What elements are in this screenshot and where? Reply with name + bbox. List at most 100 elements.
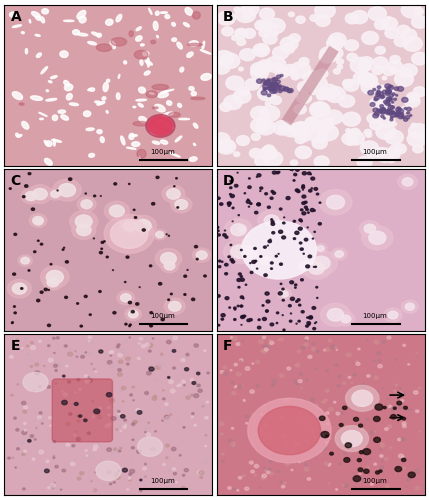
Circle shape <box>259 21 272 32</box>
Ellipse shape <box>139 156 140 158</box>
Circle shape <box>149 265 152 266</box>
Circle shape <box>306 380 308 381</box>
Circle shape <box>408 364 410 365</box>
Circle shape <box>145 464 146 465</box>
Circle shape <box>60 488 62 489</box>
Circle shape <box>333 68 340 74</box>
Circle shape <box>106 392 112 397</box>
Circle shape <box>308 324 310 325</box>
Circle shape <box>263 152 283 166</box>
Circle shape <box>378 92 384 96</box>
Circle shape <box>128 478 131 480</box>
Ellipse shape <box>86 128 94 130</box>
Circle shape <box>368 150 378 158</box>
Circle shape <box>269 84 273 88</box>
Circle shape <box>305 206 307 208</box>
Circle shape <box>393 98 396 100</box>
Circle shape <box>94 368 95 370</box>
Circle shape <box>402 422 406 425</box>
Circle shape <box>290 298 294 300</box>
Circle shape <box>231 382 234 384</box>
Circle shape <box>272 171 276 174</box>
Circle shape <box>47 386 51 388</box>
Ellipse shape <box>164 89 174 92</box>
Circle shape <box>131 310 134 313</box>
Circle shape <box>116 429 118 430</box>
Circle shape <box>316 88 331 100</box>
Circle shape <box>237 172 238 173</box>
Circle shape <box>234 309 236 310</box>
Circle shape <box>149 367 154 371</box>
Circle shape <box>76 224 91 235</box>
Circle shape <box>251 118 270 133</box>
Circle shape <box>146 433 151 436</box>
Circle shape <box>337 312 355 326</box>
Circle shape <box>88 454 93 458</box>
Circle shape <box>315 350 319 353</box>
Ellipse shape <box>139 87 145 93</box>
Circle shape <box>145 343 150 346</box>
Circle shape <box>295 284 297 286</box>
Ellipse shape <box>158 92 169 98</box>
Circle shape <box>406 478 411 482</box>
Circle shape <box>155 248 181 269</box>
Circle shape <box>234 340 236 341</box>
Circle shape <box>175 200 187 209</box>
Circle shape <box>315 2 335 18</box>
Circle shape <box>205 446 207 447</box>
Circle shape <box>207 372 209 374</box>
Ellipse shape <box>95 101 101 103</box>
Circle shape <box>172 468 176 470</box>
Circle shape <box>123 221 136 231</box>
Circle shape <box>241 316 245 318</box>
Circle shape <box>69 403 74 406</box>
Circle shape <box>34 438 36 440</box>
Circle shape <box>305 117 320 128</box>
Circle shape <box>250 262 251 264</box>
Circle shape <box>50 425 51 426</box>
Circle shape <box>407 132 427 147</box>
Circle shape <box>328 339 332 342</box>
Circle shape <box>71 462 75 466</box>
Circle shape <box>164 416 169 419</box>
Circle shape <box>110 364 115 368</box>
Circle shape <box>260 430 263 432</box>
Circle shape <box>142 344 145 348</box>
Circle shape <box>75 350 76 352</box>
Circle shape <box>299 58 309 66</box>
Circle shape <box>375 471 380 474</box>
Circle shape <box>276 172 279 174</box>
Circle shape <box>275 86 281 90</box>
Ellipse shape <box>165 14 170 18</box>
Ellipse shape <box>202 42 205 49</box>
Circle shape <box>62 249 64 250</box>
Ellipse shape <box>89 154 94 158</box>
Circle shape <box>387 60 402 72</box>
Circle shape <box>194 246 197 248</box>
Circle shape <box>181 358 185 362</box>
Circle shape <box>237 490 239 491</box>
Circle shape <box>51 190 60 198</box>
Circle shape <box>392 93 395 96</box>
Circle shape <box>150 448 155 451</box>
Circle shape <box>131 446 134 449</box>
Circle shape <box>107 406 110 409</box>
Circle shape <box>162 185 185 202</box>
Circle shape <box>18 467 21 468</box>
Ellipse shape <box>111 38 127 46</box>
Circle shape <box>390 116 393 118</box>
Circle shape <box>335 346 337 348</box>
Circle shape <box>296 300 298 302</box>
Circle shape <box>390 152 400 159</box>
Circle shape <box>296 190 297 191</box>
Circle shape <box>190 394 193 396</box>
Circle shape <box>260 106 280 122</box>
Circle shape <box>257 60 274 72</box>
Circle shape <box>194 344 198 347</box>
Circle shape <box>162 420 163 421</box>
Circle shape <box>142 229 145 231</box>
Circle shape <box>49 416 52 419</box>
Ellipse shape <box>12 25 21 28</box>
Circle shape <box>24 450 26 452</box>
Circle shape <box>270 342 274 344</box>
